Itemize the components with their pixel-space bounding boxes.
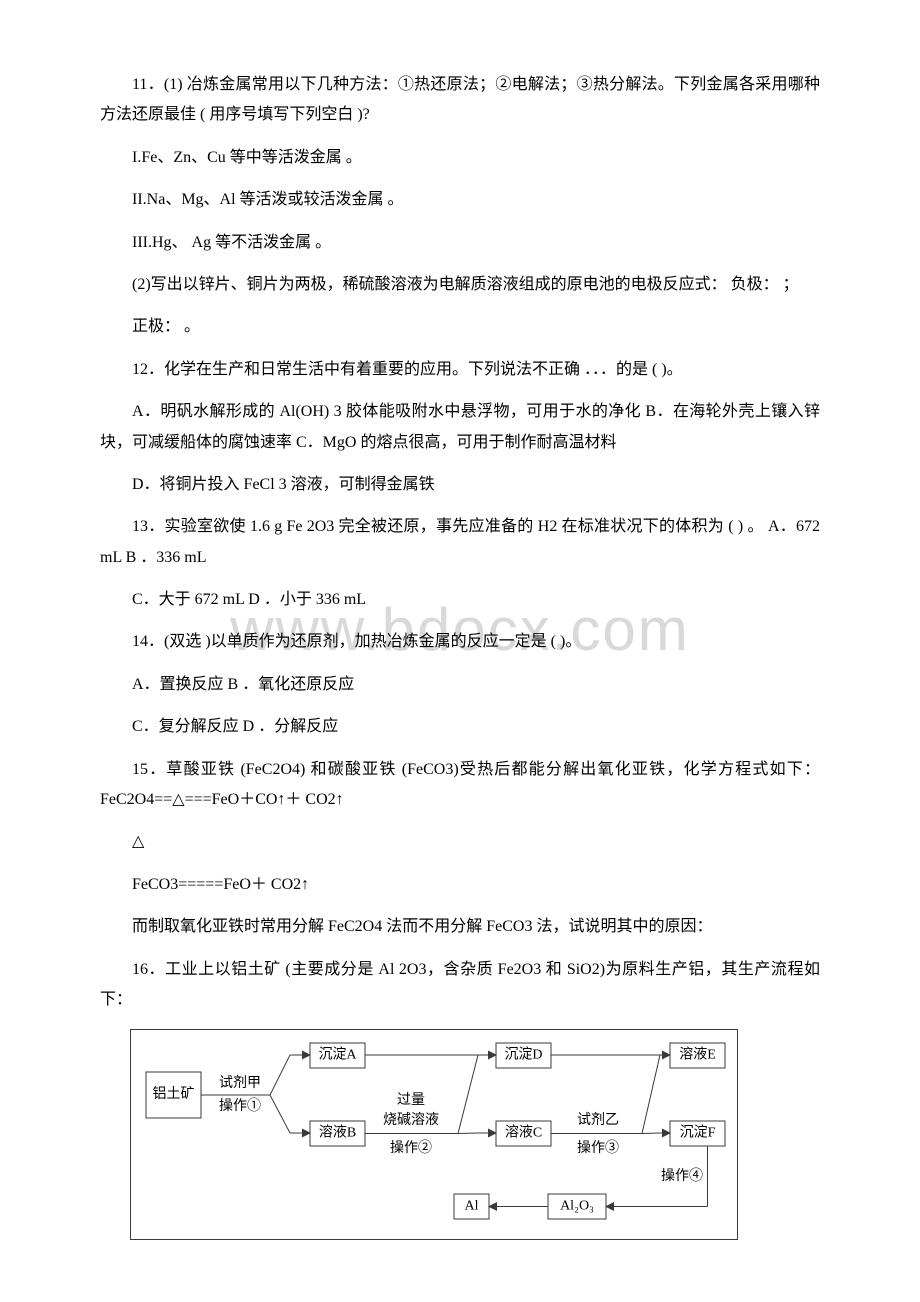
svg-text:铝土矿: 铝土矿 [153,1087,195,1103]
svg-text:试剂甲: 试剂甲 [219,1076,261,1092]
q12-options-abc: A．明矾水解形成的 Al(OH) 3 胶体能吸附水中悬浮物，可用于水的净化 B．… [100,397,820,458]
q11-cathode: 正极： 。 [100,312,820,342]
document-content: 11．(1) 冶炼金属常用以下几种方法：①热还原法；②电解法；③热分解法。下列金… [0,0,920,1280]
svg-text:Al: Al [465,1199,479,1214]
svg-text:溶液E: 溶液E [679,1047,716,1063]
q14-options-ab: A．置换反应 B ．氧化还原反应 [100,670,820,700]
question-12: 12．化学在生产和日常生活中有着重要的应用。下列说法不正确 ．．．的是 ( )。 [100,355,820,385]
svg-text:沉淀A: 沉淀A [318,1047,357,1063]
svg-text:Al₂O₃: Al₂O₃ [560,1199,594,1214]
question-14: 14．(双选 )以单质作为还原剂，加热冶炼金属的反应一定是 ( )。 [100,627,820,657]
q11-part2: (2)写出以锌片、铜片为两极，稀硫酸溶液为电解质溶液组成的原电池的电极反应式： … [100,270,820,300]
svg-text:溶液B: 溶液B [319,1125,356,1141]
process-flowchart: 铝土矿 试剂甲操作① 沉淀A 溶液B 过量烧碱溶液操作② 沉淀D 溶液C 试剂乙操作③ 溶液E 沉… [130,1029,738,1240]
q15-reason: 而制取氧化亚铁时常用分解 FeC2O4 法而不用分解 FeCO3 法，试说明其中… [100,912,820,942]
question-15: 15．草酸亚铁 (FeC2O4) 和碳酸亚铁 (FeCO3)受热后都能分解出氧化… [100,755,820,816]
svg-text:操作①: 操作① [219,1099,261,1115]
q11-item-3: III.Hg、 Ag 等不活泼金属 。 [100,228,820,258]
svg-text:操作②: 操作② [390,1141,432,1157]
question-16: 16．工业上以铝土矿 (主要成分是 Al 2O3，含杂质 Fe2O3 和 SiO… [100,955,820,1016]
svg-text:操作④: 操作④ [661,1169,703,1185]
q11-item-2: II.Na、Mg、Al 等活泼或较活泼金属 。 [100,185,820,215]
question-11-intro: 11．(1) 冶炼金属常用以下几种方法：①热还原法；②电解法；③热分解法。下列金… [100,70,820,131]
svg-text:操作③: 操作③ [577,1141,619,1157]
q14-options-cd: C．复分解反应 D ．分解反应 [100,712,820,742]
svg-text:溶液C: 溶液C [505,1125,542,1141]
svg-text:过量: 过量 [397,1093,425,1109]
flowchart-container: 铝土矿 试剂甲操作① 沉淀A 溶液B 过量烧碱溶液操作② 沉淀D 溶液C 试剂乙操作③ 溶液E 沉… [130,1029,820,1240]
svg-text:沉淀F: 沉淀F [680,1125,716,1141]
svg-text:烧碱溶液: 烧碱溶液 [383,1113,439,1129]
q11-item-1: I.Fe、Zn、Cu 等中等活泼金属 。 [100,143,820,173]
q12-option-d: D．将铜片投入 FeCl 3 溶液，可制得金属铁 [100,470,820,500]
svg-text:沉淀D: 沉淀D [504,1047,542,1063]
question-13: 13．实验室欲使 1.6 g Fe 2O3 完全被还原，事先应准备的 H2 在标… [100,512,820,573]
q15-equation2: FeCO3=====FeO＋ CO2↑ [100,870,820,900]
q13-options-cd: C．大于 672 mL D ．小于 336 mL [100,585,820,615]
q15-delta: △ [100,827,820,857]
svg-text:试剂乙: 试剂乙 [577,1113,619,1129]
